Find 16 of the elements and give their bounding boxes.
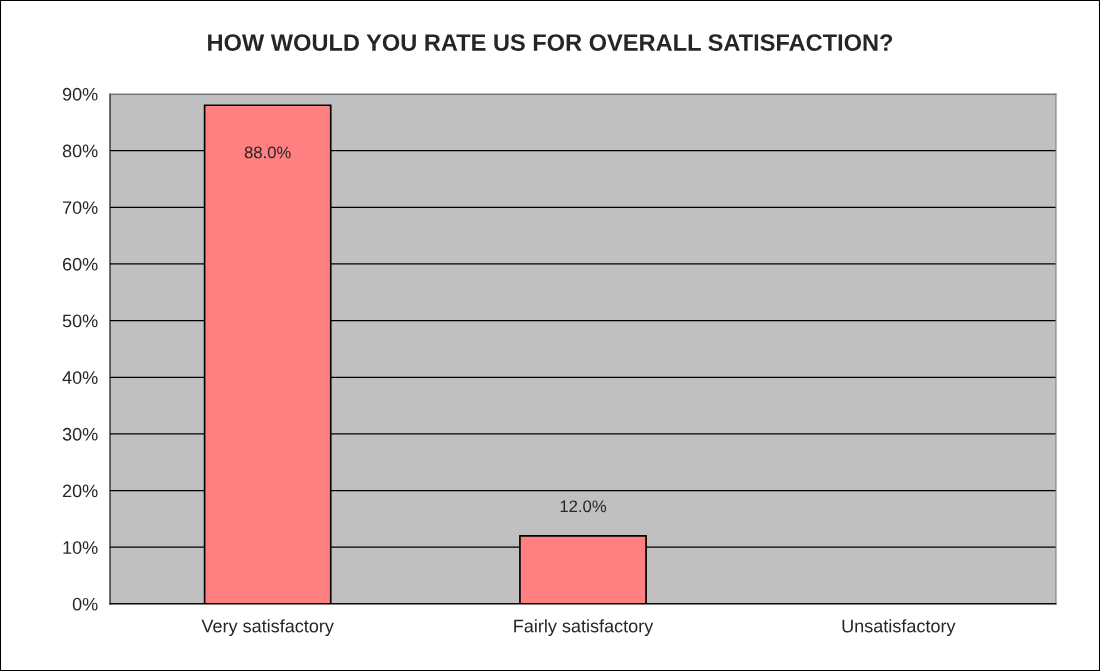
y-tick-label: 10% [63,541,98,554]
chart-title: HOW WOULD YOU RATE US FOR OVERALL SATISFACTION? [208,34,893,51]
y-tick-label: 0% [72,597,98,611]
x-tick-label: Fairly satisfactory [514,619,654,637]
y-tick-label: 30% [62,427,98,441]
y-tick-label: 20% [62,484,98,498]
y-tick-label: 40% [62,371,98,384]
x-tick-label: Very satisfactory [201,619,334,637]
y-tick-label: 70% [62,201,98,214]
y-tick-label: 90% [62,87,98,101]
y-tick-label: 50% [62,314,98,328]
data-label: 12.0% [560,500,607,513]
y-tick-label: 80% [62,144,98,158]
x-tick-label: Unsatisfactory [842,619,956,637]
y-tick-label: 60% [62,257,98,271]
data-label: 88.0% [244,146,291,159]
